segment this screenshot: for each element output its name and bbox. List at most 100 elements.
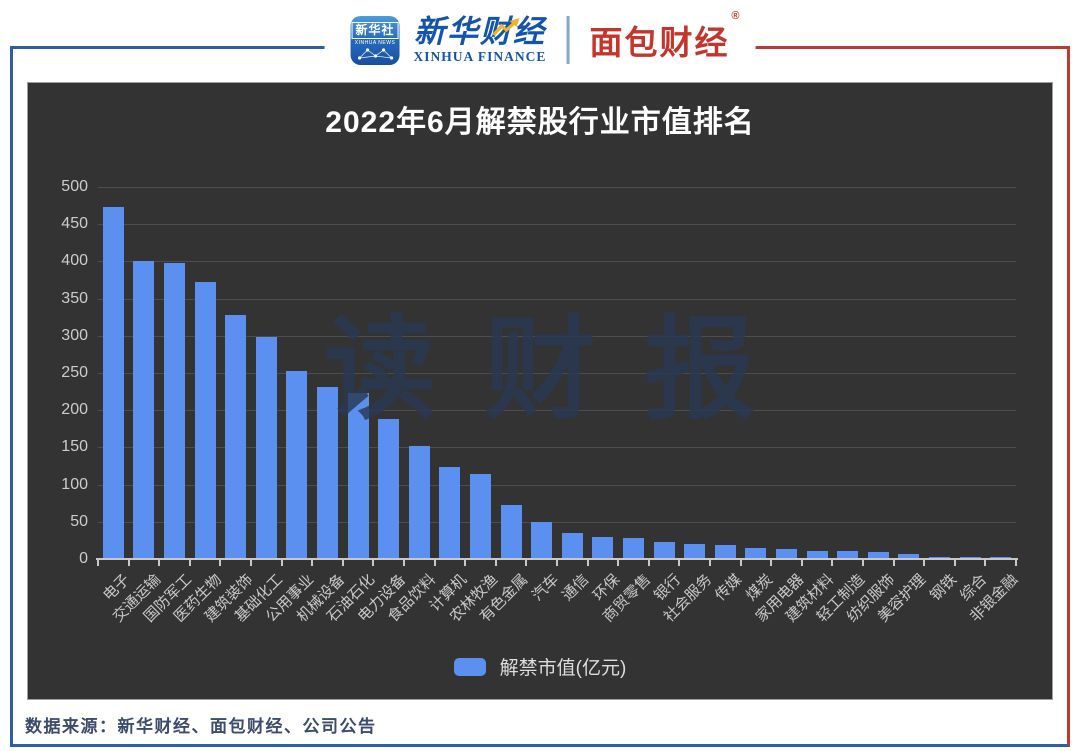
xinhua-app-en-label: XINHUA NEWS bbox=[354, 39, 396, 46]
y-tick-label: 200 bbox=[61, 401, 88, 419]
x-tick-mark bbox=[556, 559, 558, 566]
xinhua-finance-logo: 新华财经 XINHUA FINANCE bbox=[414, 16, 547, 64]
bar-chart-plot: 0 50 100 150 200 250 300 350 400 450 500 电子 交通运输 国防军工… bbox=[61, 178, 1021, 626]
xinhua-finance-cn-text: 新华财经 bbox=[413, 14, 546, 50]
legend: 解禁市值(亿元) bbox=[28, 653, 1052, 680]
x-tick-mark bbox=[617, 559, 620, 566]
y-tick-label: 250 bbox=[61, 364, 88, 381]
bar bbox=[347, 392, 369, 558]
y-tick-label: 50 bbox=[70, 512, 88, 530]
x-tick-mark bbox=[647, 559, 650, 566]
bar bbox=[806, 550, 828, 558]
x-tick-mark bbox=[923, 559, 926, 566]
x-tick-mark bbox=[586, 559, 589, 566]
y-tick-label: 0 bbox=[79, 550, 88, 567]
bar bbox=[470, 473, 491, 558]
poster-frame bbox=[10, 46, 1070, 747]
x-tick-mark bbox=[494, 559, 497, 566]
gridline bbox=[98, 335, 1016, 337]
registered-mark: ® bbox=[731, 10, 742, 22]
bar bbox=[714, 545, 736, 558]
x-tick-mark bbox=[127, 559, 130, 566]
bar bbox=[500, 505, 522, 558]
x-tick-mark bbox=[372, 559, 375, 566]
bread-finance-logo: 面包财经 ® bbox=[589, 10, 739, 64]
data-source-text: 数据来源：新华财经、面包财经、公司公告 bbox=[25, 717, 377, 736]
gridline bbox=[98, 447, 1016, 449]
gridline bbox=[98, 410, 1016, 412]
legend-swatch bbox=[453, 657, 486, 676]
bar bbox=[255, 337, 277, 558]
y-tick-label: 350 bbox=[61, 289, 88, 307]
gridline bbox=[98, 187, 1016, 188]
x-tick-mark bbox=[311, 559, 314, 566]
x-tick-mark bbox=[464, 559, 467, 566]
bar bbox=[745, 548, 767, 558]
bar bbox=[531, 521, 553, 558]
x-tick-mark bbox=[188, 559, 191, 566]
x-tick-mark bbox=[831, 559, 834, 566]
bar bbox=[286, 370, 308, 558]
y-tick-label: 100 bbox=[61, 475, 88, 493]
x-tick-mark bbox=[341, 559, 344, 566]
bar bbox=[929, 556, 950, 558]
y-tick-label: 500 bbox=[61, 178, 88, 195]
x-tick-mark bbox=[892, 559, 895, 566]
bar bbox=[653, 542, 675, 558]
gridline bbox=[98, 298, 1016, 300]
bar bbox=[898, 553, 920, 558]
bar bbox=[439, 467, 461, 558]
bar bbox=[317, 386, 338, 558]
gridline bbox=[98, 373, 1016, 374]
xinhua-app-cn-label: 新华社 bbox=[351, 21, 399, 39]
bar bbox=[102, 206, 124, 558]
bread-finance-cn: 面包财经 bbox=[589, 24, 730, 61]
bar bbox=[592, 537, 614, 558]
x-tick-mark bbox=[739, 559, 742, 566]
legend-label: 解禁市值(亿元) bbox=[499, 658, 627, 679]
bar bbox=[867, 552, 889, 558]
bar bbox=[837, 551, 859, 558]
chart-panel: 2022年6月解禁股行业市值排名 0 50 100 150 200 250 300 350 40… bbox=[27, 82, 1053, 700]
x-tick-mark bbox=[862, 559, 864, 566]
x-tick-mark bbox=[800, 559, 803, 566]
gridline bbox=[98, 521, 1016, 523]
x-tick-mark bbox=[280, 559, 283, 566]
x-tick-mark bbox=[770, 559, 773, 566]
bar bbox=[164, 262, 185, 558]
y-tick-label: 450 bbox=[61, 215, 88, 233]
bar bbox=[959, 557, 981, 558]
x-tick-mark bbox=[1015, 559, 1017, 566]
bar bbox=[684, 543, 706, 558]
gridline bbox=[98, 484, 1016, 486]
x-tick-mark bbox=[250, 559, 252, 566]
chart-title: 2022年6月解禁股行业市值排名 bbox=[325, 106, 755, 139]
x-tick-mark bbox=[953, 559, 956, 566]
xinhua-news-app-icon: 新华社 XINHUA NEWS bbox=[350, 15, 400, 65]
gridline bbox=[98, 224, 1016, 226]
stock-arrow-icon bbox=[492, 18, 520, 37]
x-tick-mark bbox=[984, 559, 987, 566]
bar bbox=[408, 446, 430, 558]
bar bbox=[378, 418, 400, 558]
logo-divider bbox=[566, 16, 570, 64]
x-tick-mark bbox=[219, 559, 222, 566]
bar bbox=[133, 261, 155, 558]
xinhua-finance-en: XINHUA FINANCE bbox=[413, 49, 547, 65]
y-tick-label: 300 bbox=[61, 326, 88, 344]
x-tick-mark bbox=[97, 559, 99, 566]
x-tick-mark bbox=[678, 559, 681, 566]
x-tick-mark bbox=[158, 559, 161, 566]
bar bbox=[990, 557, 1012, 558]
bar bbox=[776, 549, 797, 558]
network-globe-icon bbox=[357, 47, 393, 60]
xinhua-finance-cn: 新华财经 bbox=[414, 16, 546, 47]
gridline bbox=[98, 261, 1016, 263]
x-tick-mark bbox=[433, 559, 436, 566]
y-tick-label: 400 bbox=[61, 252, 88, 270]
bar bbox=[561, 532, 583, 558]
bar bbox=[623, 537, 644, 558]
header-logos: 新华社 XINHUA NEWS 新华财经 bbox=[324, 4, 756, 76]
y-tick-label: 150 bbox=[61, 438, 88, 456]
